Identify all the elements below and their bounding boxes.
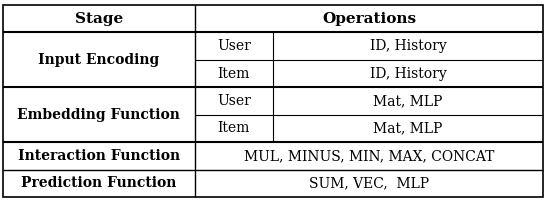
Text: Interaction Function: Interaction Function (17, 149, 180, 163)
Text: User: User (217, 39, 251, 53)
Text: Item: Item (218, 121, 250, 135)
Text: SUM, VEC,  MLP: SUM, VEC, MLP (309, 176, 429, 190)
Text: Prediction Function: Prediction Function (21, 176, 176, 190)
Text: Mat, MLP: Mat, MLP (373, 121, 443, 135)
Text: Item: Item (218, 67, 250, 81)
Text: Operations: Operations (322, 12, 416, 26)
Text: Stage: Stage (75, 12, 123, 26)
Text: Input Encoding: Input Encoding (38, 53, 159, 67)
Text: ID, History: ID, History (370, 39, 447, 53)
Text: ID, History: ID, History (370, 67, 447, 81)
Text: Embedding Function: Embedding Function (17, 108, 180, 122)
Text: User: User (217, 94, 251, 108)
Text: MUL, MINUS, MIN, MAX, CONCAT: MUL, MINUS, MIN, MAX, CONCAT (244, 149, 494, 163)
Text: Mat, MLP: Mat, MLP (373, 94, 443, 108)
